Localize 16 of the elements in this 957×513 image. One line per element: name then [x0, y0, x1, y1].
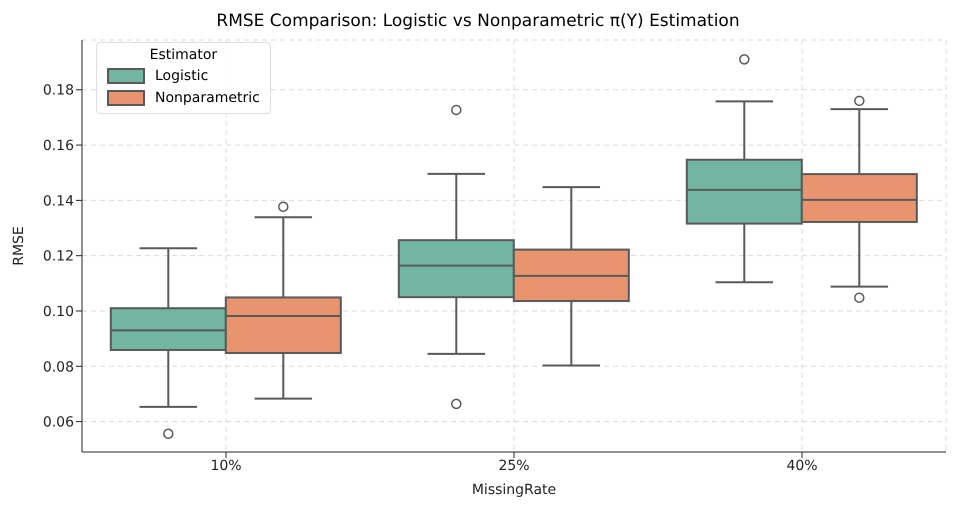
y-tick-label: 0.12 — [42, 248, 74, 265]
legend-label: Nonparametric — [155, 89, 260, 108]
x-axis-title: MissingRate — [472, 482, 556, 498]
y-tick-label: 0.14 — [42, 193, 74, 210]
chart-title: RMSE Comparison: Logistic vs Nonparametric π(Y) Estimation — [215, 10, 741, 33]
legend-label: Logistic — [155, 67, 208, 86]
x-tick-label: 10% — [210, 458, 242, 474]
y-tick-label: 0.18 — [42, 82, 74, 99]
x-tick-label: 40% — [786, 458, 818, 474]
y-tick-label: 0.06 — [42, 414, 74, 431]
y-tick-label: 0.16 — [42, 138, 74, 154]
legend-title: Estimator — [148, 47, 218, 63]
x-tick-label: 25% — [498, 458, 530, 474]
y-tick-label: 0.08 — [42, 359, 74, 376]
y-tick-label: 0.10 — [42, 304, 74, 320]
y-axis-title: RMSE — [10, 226, 27, 266]
